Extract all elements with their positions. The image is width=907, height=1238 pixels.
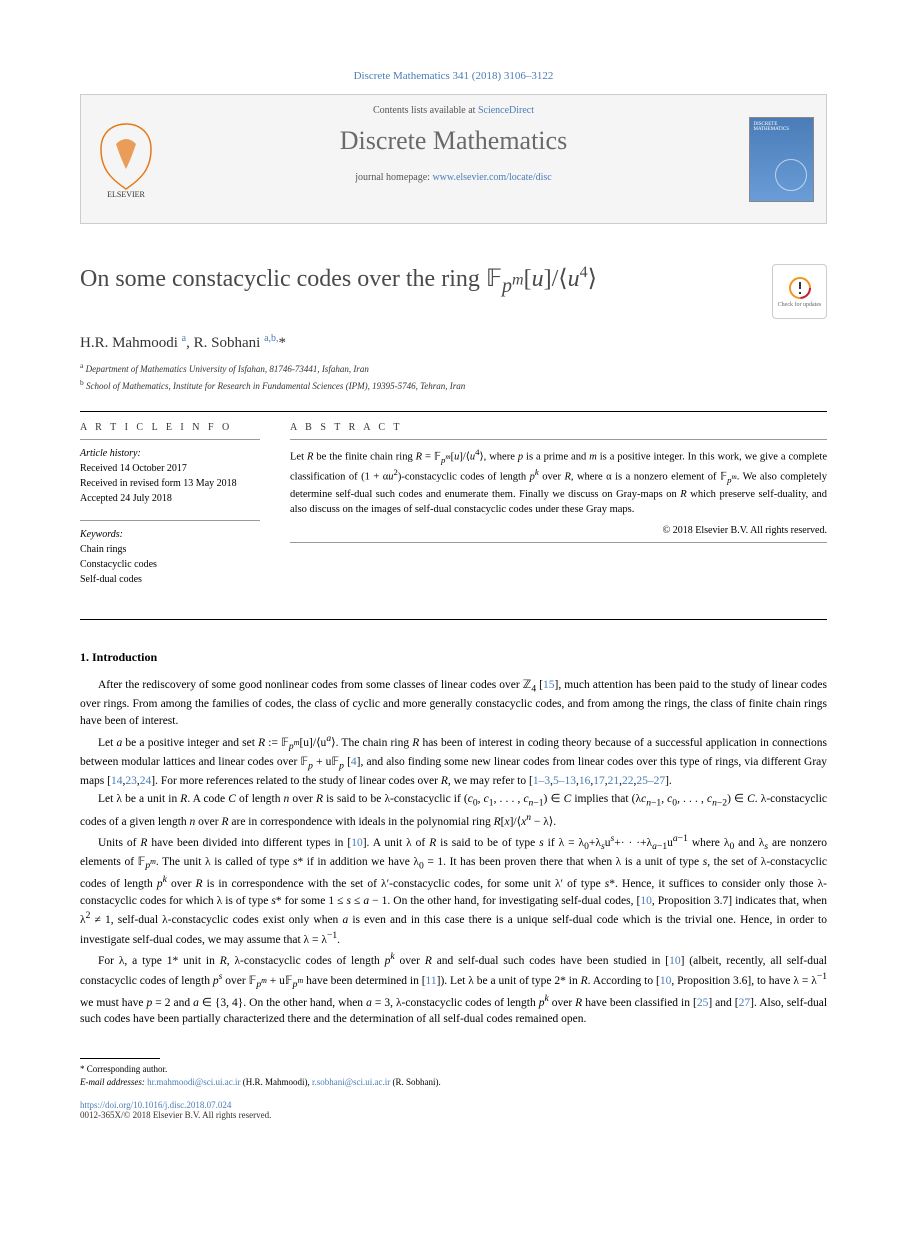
divider-thin — [80, 439, 260, 440]
corresponding-author-note: * Corresponding author. — [80, 1063, 827, 1076]
divider — [80, 411, 827, 412]
affiliations: a Department of Mathematics University o… — [80, 360, 827, 393]
sciencedirect-link[interactable]: ScienceDirect — [478, 105, 534, 116]
abstract-copyright: © 2018 Elsevier B.V. All rights reserved… — [290, 525, 827, 536]
history-revised: Received in revised form 13 May 2018 — [80, 476, 260, 491]
homepage-link[interactable]: www.elsevier.com/locate/disc — [432, 172, 551, 183]
keyword: Self-dual codes — [80, 572, 260, 587]
intro-para-1: After the rediscovery of some good nonli… — [80, 677, 827, 730]
check-updates-icon — [788, 276, 812, 300]
affiliation-a: a Department of Mathematics University o… — [80, 360, 827, 377]
abstract-heading: A B S T R A C T — [290, 422, 827, 433]
email-link-2[interactable]: r.sobhani@sci.ui.ac.ir — [312, 1077, 390, 1087]
divider-thin — [290, 439, 827, 440]
section-1-heading: 1. Introduction — [80, 650, 827, 665]
email-line: E-mail addresses: hr.mahmoodi@sci.ui.ac.… — [80, 1076, 827, 1089]
intro-para-2: Let a be a positive integer and set R :=… — [80, 732, 827, 790]
doi-link[interactable]: https://doi.org/10.1016/j.disc.2018.07.0… — [80, 1100, 231, 1110]
abstract-text: Let R be the finite chain ring R = 𝔽pm[u… — [290, 446, 827, 517]
homepage-prefix: journal homepage: — [355, 172, 432, 183]
intro-para-5: For λ, a type 1* unit in R, λ-constacycl… — [80, 950, 827, 1028]
keywords-label: Keywords: — [80, 527, 260, 542]
bottom-copyright: 0012-365X/© 2018 Elsevier B.V. All right… — [80, 1110, 827, 1120]
history-accepted: Accepted 24 July 2018 — [80, 491, 260, 506]
citation-line: Discrete Mathematics 341 (2018) 3106–312… — [80, 70, 827, 82]
article-info-heading: A R T I C L E I N F O — [80, 422, 260, 433]
email-link-1[interactable]: hr.mahmoodi@sci.ui.ac.ir — [147, 1077, 240, 1087]
divider-thin — [290, 542, 827, 543]
keyword: Chain rings — [80, 542, 260, 557]
cover-thumb-label: DISCRETE MATHEMATICS — [750, 118, 813, 136]
email-name-1: (H.R. Mahmoodi) — [243, 1077, 308, 1087]
check-updates-label: Check for updates — [778, 302, 822, 308]
contents-line: Contents lists available at ScienceDirec… — [171, 105, 736, 116]
email-name-2: (R. Sobhani) — [392, 1077, 438, 1087]
check-updates-badge[interactable]: Check for updates — [772, 264, 827, 319]
publisher-logo-cell: ELSEVIER — [81, 95, 171, 223]
email-label: E-mail addresses: — [80, 1077, 145, 1087]
footnotes: * Corresponding author. E-mail addresses… — [80, 1063, 827, 1088]
affiliation-b: b School of Mathematics, Institute for R… — [80, 377, 827, 394]
intro-para-3: Let λ be a unit in R. A code C of length… — [80, 791, 827, 830]
divider-thin — [80, 520, 260, 521]
history-label: Article history: — [80, 446, 260, 461]
keyword: Constacyclic codes — [80, 557, 260, 572]
journal-header: ELSEVIER Contents lists available at Sci… — [80, 94, 827, 224]
authors-line: H.R. Mahmoodi a, R. Sobhani a,b,* — [80, 333, 827, 352]
footnote-separator — [80, 1058, 160, 1059]
article-history: Article history: Received 14 October 201… — [80, 446, 260, 506]
svg-text:ELSEVIER: ELSEVIER — [107, 190, 145, 199]
doi-line: https://doi.org/10.1016/j.disc.2018.07.0… — [80, 1100, 827, 1110]
cover-thumb-cell: DISCRETE MATHEMATICS — [736, 95, 826, 223]
journal-name: Discrete Mathematics — [171, 126, 736, 156]
divider — [80, 619, 827, 620]
elsevier-logo: ELSEVIER — [91, 119, 161, 199]
history-received: Received 14 October 2017 — [80, 461, 260, 476]
intro-para-4: Units of R have been divided into differ… — [80, 832, 827, 948]
journal-cover-thumb: DISCRETE MATHEMATICS — [749, 117, 814, 202]
keywords-block: Keywords: Chain rings Constacyclic codes… — [80, 527, 260, 587]
homepage-line: journal homepage: www.elsevier.com/locat… — [171, 172, 736, 183]
article-title: On some constacyclic codes over the ring… — [80, 264, 752, 298]
contents-prefix: Contents lists available at — [373, 105, 478, 116]
